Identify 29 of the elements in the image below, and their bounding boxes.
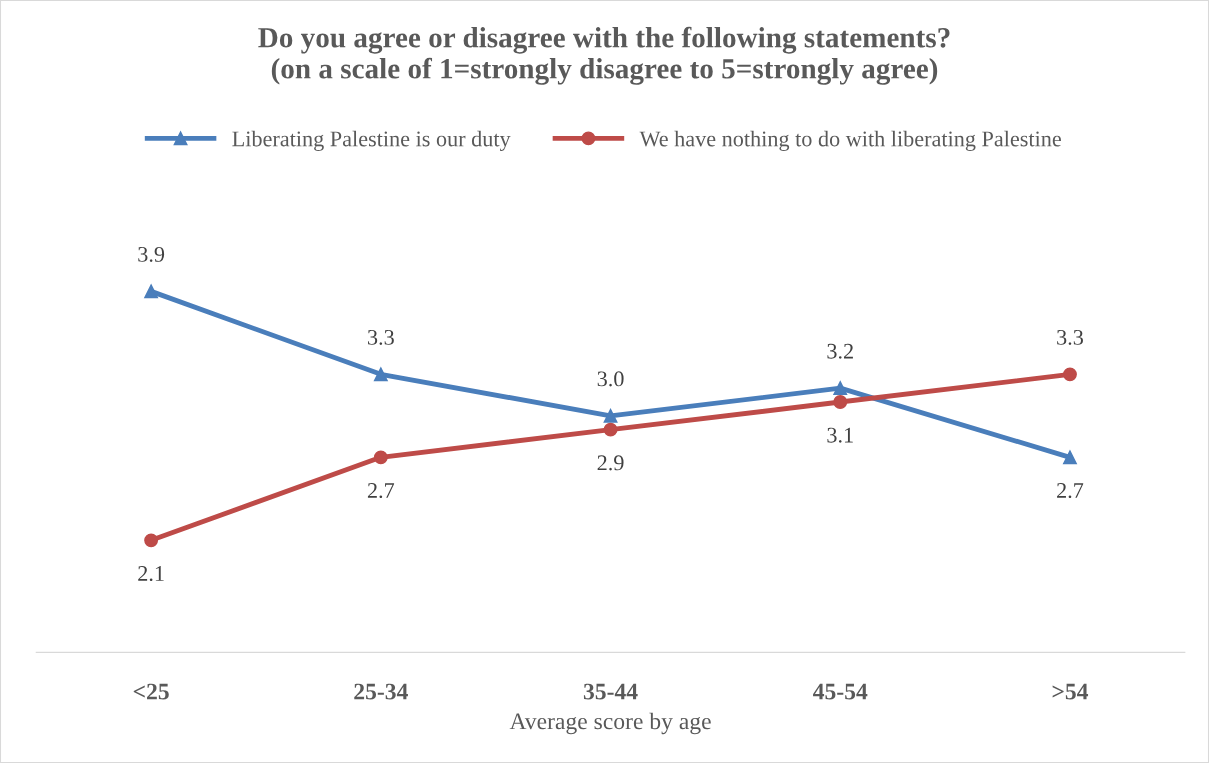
x-tick-label: 45-54 (813, 683, 868, 700)
point (603, 408, 618, 423)
x-tick-label: >54 (1052, 683, 1089, 700)
point (144, 533, 159, 548)
data-label: 3.0 (597, 371, 624, 387)
data-label: 2.7 (1057, 483, 1084, 499)
point (373, 367, 388, 382)
point (373, 450, 388, 465)
data-label: 3.3 (1057, 329, 1083, 345)
data-label: 3.2 (827, 343, 853, 359)
data-label: 3.1 (827, 427, 853, 443)
data-label: 2.7 (367, 483, 395, 499)
x-tick-label: 35-44 (583, 683, 638, 700)
data-label: 2.1 (138, 566, 164, 582)
point (603, 422, 618, 437)
point (1063, 367, 1077, 382)
x-tick-label: <25 (133, 683, 169, 700)
point (833, 395, 848, 409)
x-axis-title: Average score by age (509, 712, 711, 735)
data-label: 3.9 (138, 246, 165, 262)
point (144, 284, 159, 299)
data-label: 3.3 (368, 329, 394, 345)
legend-label: We have nothing to do with liberating Palestine (639, 130, 1061, 151)
point (1063, 450, 1077, 465)
data-label: 2.9 (597, 455, 624, 471)
point (833, 381, 848, 396)
chart-title: Do you agree or disagree with the following statements? (on a scale of 1=strongly disagree to 5=strongly agree) (258, 26, 950, 85)
x-tick-label: 25-34 (354, 683, 408, 700)
legend-label: Liberating Palestine is our duty (232, 130, 511, 151)
